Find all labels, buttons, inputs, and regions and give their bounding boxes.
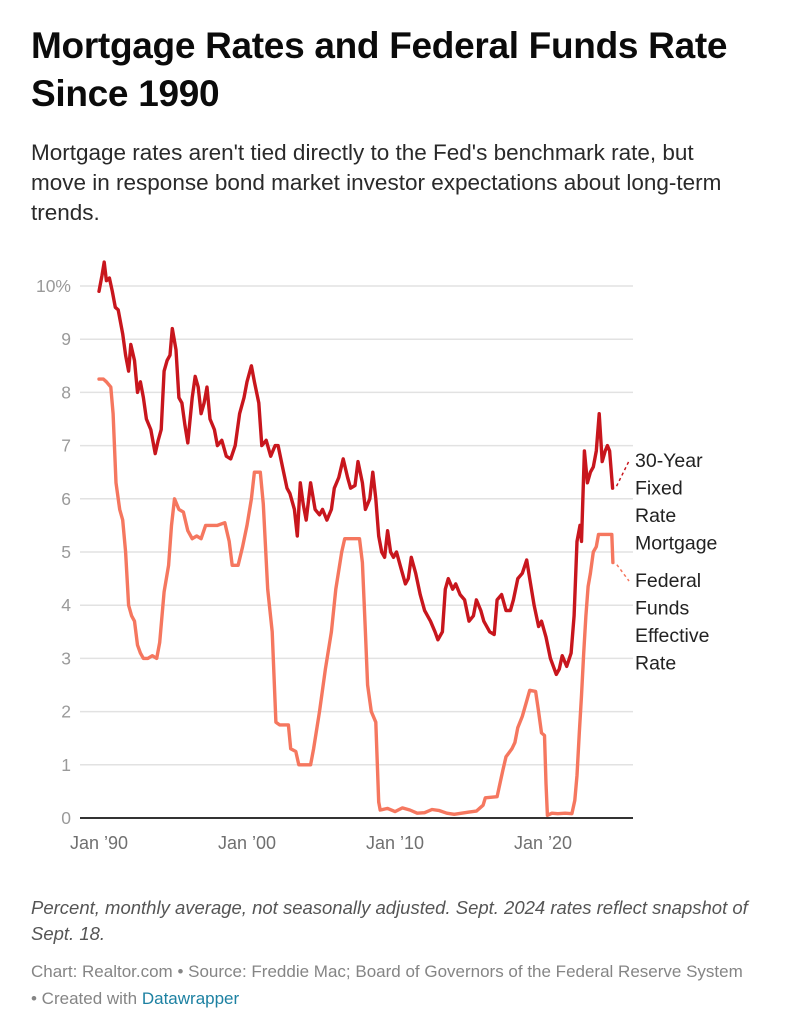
fed-funds-label-connector <box>616 564 630 582</box>
chart-credits: Chart: Realtor.com • Source: Freddie Mac… <box>31 958 751 1012</box>
y-tick-label: 1 <box>61 755 71 775</box>
fed-funds-series-label: Funds <box>635 598 689 620</box>
datawrapper-link[interactable]: Datawrapper <box>141 989 240 1008</box>
x-tick-label: Jan ’10 <box>366 833 424 853</box>
y-tick-label: 0 <box>61 808 71 828</box>
fed-funds-series-label: Federal <box>635 570 701 592</box>
series-lines <box>97 260 615 817</box>
mortgage-rate-line <box>97 260 615 677</box>
mortgage-series-label: Mortgage <box>635 533 717 555</box>
y-tick-label: 2 <box>61 702 71 722</box>
credits-text: Chart: Realtor.com • Source: Freddie Mac… <box>31 962 743 1008</box>
y-axis-ticks: 0 1 2 3 4 5 6 7 8 9 10% <box>36 276 71 828</box>
gridlines <box>80 285 633 766</box>
fed-funds-series-label: Rate <box>635 653 676 675</box>
chart-notes: Percent, monthly average, not seasonally… <box>31 897 748 944</box>
y-tick-label: 7 <box>61 436 71 456</box>
fed-funds-rate-line <box>97 377 615 817</box>
x-tick-label: Jan ’00 <box>218 833 276 853</box>
mortgage-series-label: Fixed <box>635 478 683 500</box>
mortgage-label-connector <box>615 460 630 487</box>
y-tick-label: 8 <box>61 382 71 402</box>
chart-title: Mortgage Rates and Federal Funds Rate Si… <box>31 25 728 114</box>
y-tick-label: 6 <box>61 489 71 509</box>
mortgage-series-label: Rate <box>635 505 676 527</box>
y-tick-label: 4 <box>61 595 71 615</box>
x-tick-label: Jan ’20 <box>514 833 572 853</box>
x-tick-label: Jan ’90 <box>70 833 128 853</box>
mortgage-series-label: 30-Year <box>635 450 703 472</box>
y-tick-label: 3 <box>61 648 71 668</box>
y-tick-label: 9 <box>61 329 71 349</box>
series-labels: 30-Year Fixed Rate Mortgage Federal Funds Effe… <box>615 450 717 675</box>
chart-subtitle: Mortgage rates aren't tied directly to t… <box>31 140 722 225</box>
x-axis-ticks: Jan ’90 Jan ’00 Jan ’10 Jan ’20 <box>70 833 572 853</box>
y-tick-label: 10% <box>36 276 71 296</box>
y-tick-label: 5 <box>61 542 71 562</box>
fed-funds-series-label: Effective <box>635 625 709 647</box>
